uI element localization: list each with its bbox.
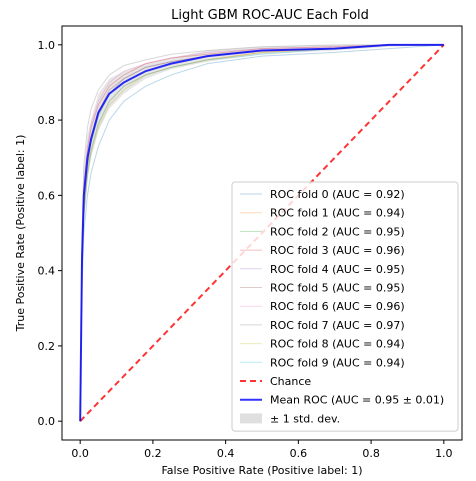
legend-label-10: Chance — [270, 375, 311, 388]
x-tick-label: 0.2 — [144, 447, 162, 460]
series-line-9 — [79, 44, 444, 422]
y-tick-label: 0.8 — [38, 114, 56, 127]
x-tick-label: 0.6 — [290, 447, 308, 460]
legend-label-6: ROC fold 6 (AUC = 0.96) — [270, 300, 405, 313]
x-tick-label: 0.8 — [362, 447, 380, 460]
legend-label-band: ± 1 std. dev. — [270, 412, 340, 425]
legend-label-9: ROC fold 9 (AUC = 0.94) — [270, 356, 405, 369]
x-tick-label: 1.0 — [435, 447, 453, 460]
legend-label-4: ROC fold 4 (AUC = 0.95) — [270, 263, 405, 276]
y-tick-label: 1.0 — [38, 39, 56, 52]
series-line-0 — [79, 44, 444, 422]
std-dev-band — [80, 44, 444, 422]
legend: ROC fold 0 (AUC = 0.92) ROC fold 1 (AUC =… — [231, 181, 459, 432]
legend-label-3: ROC fold 3 (AUC = 0.96) — [270, 244, 405, 257]
legend-box — [231, 181, 459, 432]
legend-label-11: Mean ROC (AUC = 0.95 ± 0.01) — [270, 394, 444, 407]
legend-label-7: ROC fold 7 (AUC = 0.97) — [270, 319, 405, 332]
series-line-6 — [79, 44, 444, 422]
axis-ticks: 0.0 0.2 0.4 0.6 0.8 1.0 0.0 0.2 0.4 0.6 0.8 1.0 — [38, 39, 453, 460]
x-tick-label: 0.4 — [217, 447, 235, 460]
legend-label-2: ROC fold 2 (AUC = 0.95) — [270, 225, 405, 238]
x-tick-label: 0.0 — [71, 447, 89, 460]
legend-swatch-band — [240, 413, 262, 424]
series-line-11 — [79, 43, 444, 422]
legend-label-8: ROC fold 8 (AUC = 0.94) — [270, 338, 405, 351]
y-tick-label: 0.6 — [38, 189, 56, 202]
y-axis-label: True Positive Rate (Positive label: 1) — [14, 135, 27, 333]
series-line-7 — [79, 44, 444, 422]
y-tick-label: 0.0 — [38, 415, 56, 428]
legend-label-5: ROC fold 5 (AUC = 0.95) — [270, 282, 405, 295]
x-axis-label: False Positive Rate (Positive label: 1) — [161, 464, 362, 477]
legend-label-1: ROC fold 1 (AUC = 0.94) — [270, 207, 405, 220]
legend-label-0: ROC fold 0 (AUC = 0.92) — [270, 188, 405, 201]
axes-frame — [61, 25, 463, 441]
y-tick-label: 0.2 — [38, 340, 56, 353]
y-tick-label: 0.4 — [38, 265, 56, 278]
chart-title: Light GBM ROC-AUC Each Fold — [171, 8, 369, 23]
